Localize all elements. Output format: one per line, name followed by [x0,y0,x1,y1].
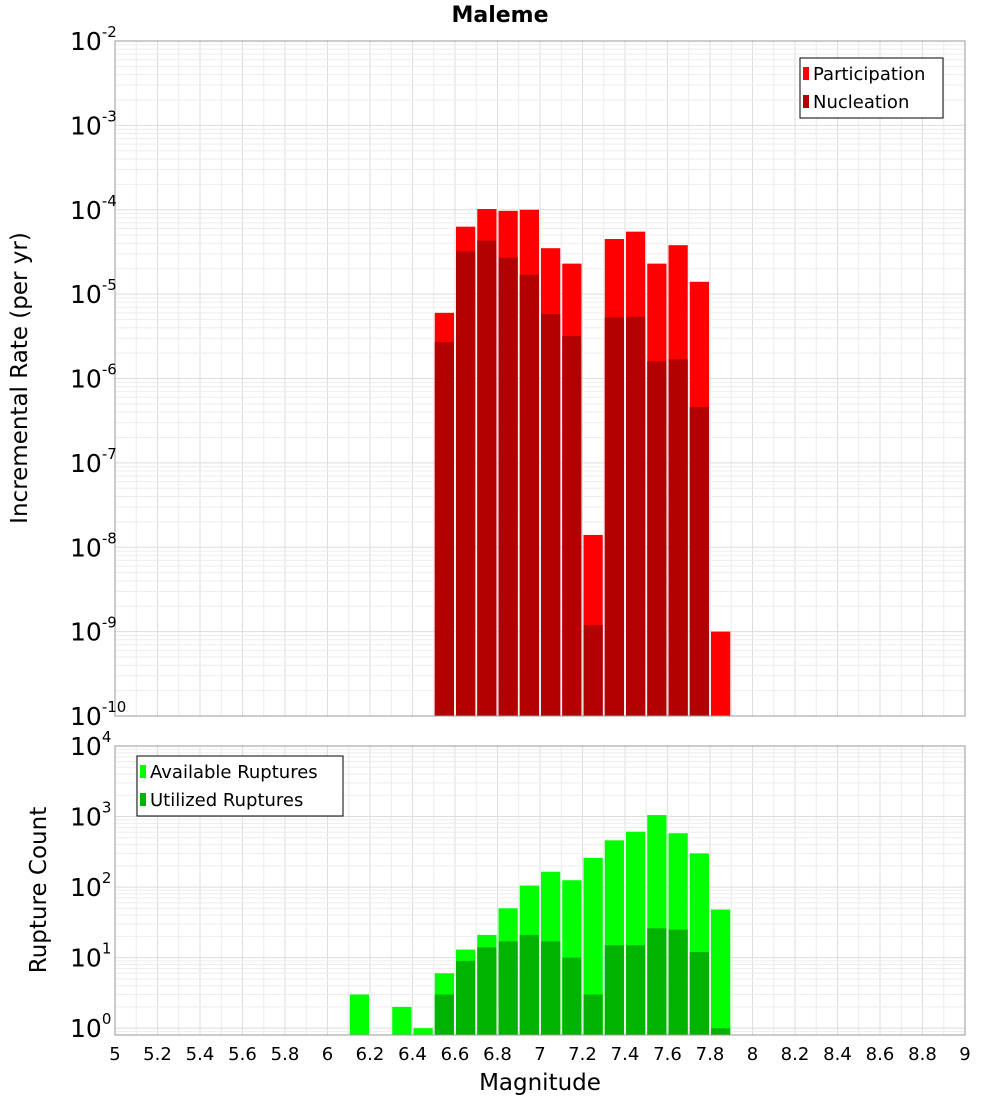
x-tick-label: 5.2 [143,1044,172,1065]
x-tick-label: 6.6 [441,1044,470,1065]
x-tick-label: 5 [109,1044,120,1065]
bottom-bar-available-ruptures [413,1028,433,1035]
x-tick-label: 8.6 [866,1044,895,1065]
top-bar-nucleation [583,624,603,716]
bottom-bar-utilized-ruptures [668,929,688,1035]
x-tick-label: 8 [747,1044,758,1065]
bottom-legend: Available Ruptures Utilized Ruptures [136,755,344,817]
top-bar-nucleation [456,251,476,716]
top-plot-area: 10-2 10-3 10-4 10-5 10-6 10-7 10-8 10-9 10-10 Par… [70,23,966,731]
top-bar-nucleation [647,361,667,716]
top-y-tick-label: 10-10 [70,698,126,731]
top-y-tick-label: 10-5 [70,276,117,309]
top-y-tick-label: 10-2 [70,23,117,56]
top-bar-nucleation [498,257,518,716]
top-bar-nucleation [541,314,561,716]
bottom-bar-available-ruptures [583,857,603,1035]
x-tick-label: 6.2 [356,1044,385,1065]
bottom-bar-utilized-ruptures [647,928,667,1035]
bottom-legend-label: Utilized Ruptures [150,790,303,811]
top-bar-nucleation [562,335,582,716]
x-tick-label: 9 [959,1044,970,1065]
bottom-bar-available-ruptures [711,909,731,1035]
bottom-bar-available-ruptures [392,1006,412,1035]
top-y-tick-label: 10-6 [70,361,117,394]
bottom-bar-utilized-ruptures [434,994,454,1035]
top-legend-swatch [803,95,809,108]
bottom-legend-swatch [140,765,146,778]
bottom-legend-label: Available Ruptures [150,762,318,783]
x-axis-title: Magnitude [479,1070,601,1096]
top-bar-nucleation [434,342,454,716]
x-tick-label: 5.6 [228,1044,257,1065]
chart-title: Maleme [451,3,548,28]
top-legend-box [799,57,944,119]
bottom-y-tick-label: 103 [70,799,111,832]
top-bar-nucleation [689,406,709,716]
top-legend-label: Participation [813,64,925,85]
bottom-bar-utilized-ruptures [711,1028,731,1035]
x-tick-label: 5.4 [186,1044,215,1065]
x-tick-label: 7 [534,1044,545,1065]
bottom-y-tick-label: 102 [70,869,111,902]
x-tick-label: 7.6 [653,1044,682,1065]
top-y-ticks: 10-2 10-3 10-4 10-5 10-6 10-7 10-8 10-9 10-10 [70,23,126,731]
x-tick-label: 6 [322,1044,333,1065]
bottom-bar-utilized-ruptures [477,947,497,1035]
top-bars [434,209,731,717]
bottom-bar-available-ruptures [349,994,369,1035]
top-grid [114,40,966,717]
top-bar-nucleation [668,359,688,716]
top-bar-nucleation [519,274,539,716]
bottom-bar-utilized-ruptures [583,994,603,1035]
x-tick-label: 7.2 [568,1044,597,1065]
bottom-bar-utilized-ruptures [562,957,582,1035]
bottom-y-tick-label: 100 [70,1010,111,1043]
top-legend-label: Nucleation [813,92,909,113]
x-tick-label: 8.8 [908,1044,937,1065]
bottom-y-tick-label: 101 [70,940,111,973]
bottom-bar-utilized-ruptures [541,941,561,1035]
x-tick-label: 5.8 [271,1044,300,1065]
x-tick-label: 7.4 [611,1044,640,1065]
top-bar-nucleation [626,316,646,716]
x-ticks: 5 5.2 5.4 5.6 5.8 6 6.2 6.4 6.6 6.8 7 7.2 7.4 7.6 7.8 8… [109,1044,970,1065]
bottom-bar-utilized-ruptures [604,945,624,1035]
top-plot-frame [114,40,966,717]
top-y-tick-label: 10-8 [70,529,117,562]
top-y-tick-label: 10-3 [70,107,117,140]
bottom-bars [349,815,731,1035]
top-bar-nucleation [604,317,624,716]
bottom-legend-box [136,755,344,817]
bottom-y-ticks: 104 103 102 101 100 [70,728,111,1043]
x-tick-label: 8.2 [781,1044,810,1065]
x-tick-label: 6.4 [398,1044,427,1065]
bottom-y-tick-label: 104 [70,728,111,761]
bottom-plot-area: 104 103 102 101 100 Available Ruptures Utilize… [70,728,971,1065]
x-tick-label: 7.8 [696,1044,725,1065]
bottom-plot-frame [114,745,966,1036]
top-legend: Participation Nucleation [799,57,944,119]
bottom-legend-swatch [140,793,146,806]
bottom-bar-utilized-ruptures [498,941,518,1035]
x-tick-label: 8.4 [823,1044,852,1065]
top-y-axis-title: Incremental Rate (per yr) [7,232,33,524]
top-bar-participation [711,631,731,716]
bottom-y-axis-title: Rupture Count [26,807,52,973]
top-y-tick-label: 10-4 [70,192,117,225]
bottom-bar-utilized-ruptures [519,934,539,1035]
bottom-bar-utilized-ruptures [689,952,709,1035]
top-y-tick-label: 10-9 [70,614,117,647]
top-legend-swatch [803,67,809,80]
bottom-bar-utilized-ruptures [456,960,476,1035]
top-bar-nucleation [477,240,497,717]
bottom-bar-utilized-ruptures [626,945,646,1035]
top-y-tick-label: 10-7 [70,445,117,478]
x-tick-label: 6.8 [483,1044,512,1065]
